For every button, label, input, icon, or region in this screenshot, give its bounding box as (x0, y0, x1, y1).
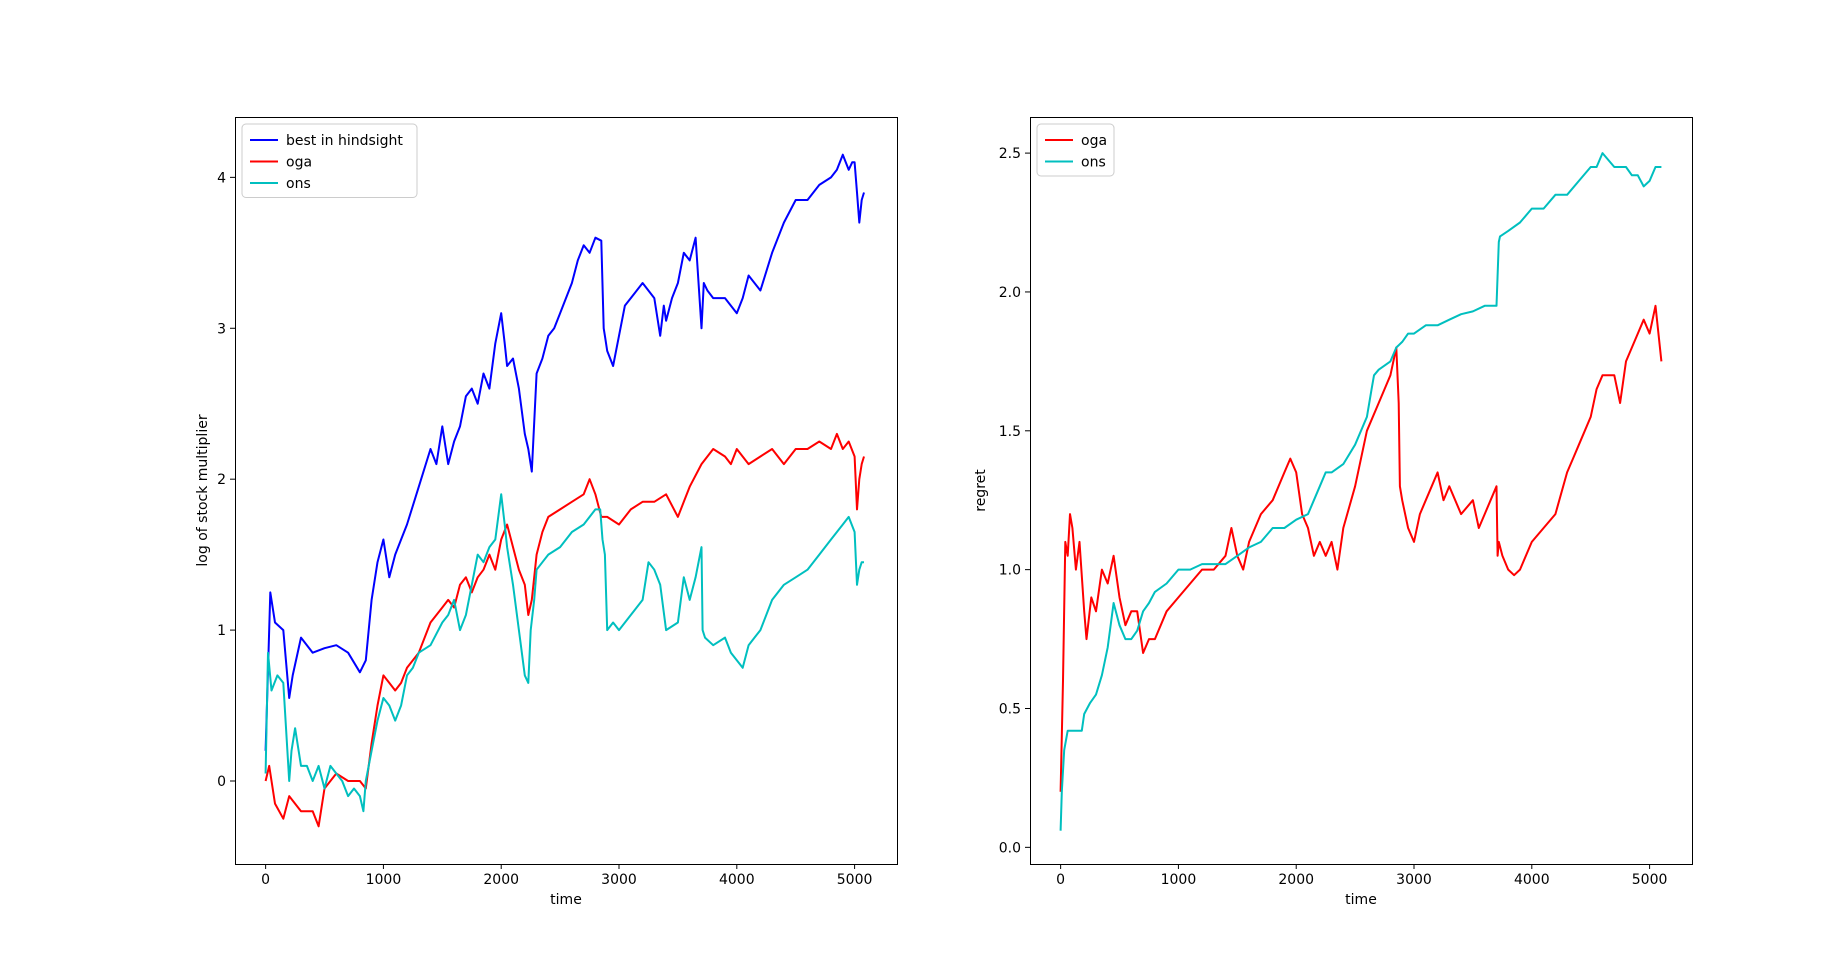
series-line-ons (264, 493, 864, 813)
x-tick-label: 5000 (1632, 872, 1668, 888)
y-tick-label: 0.0 (999, 840, 1021, 856)
stock-multiplier-plot: 0 1000 2000 3000 4000 5000 0 1 2 3 4 time log of sto… (195, 117, 898, 908)
y-axis-label: regret (973, 469, 989, 512)
x-tick-label: 1000 (366, 872, 402, 888)
legend-label-oga: oga (1081, 133, 1107, 149)
y-tick-label: 2.5 (999, 146, 1021, 162)
series-line-oga (264, 432, 865, 828)
x-tick-label: 4000 (1514, 872, 1550, 888)
x-tick-label: 0 (1056, 872, 1065, 888)
legend-label-best-in-hindsight: best in hindsight (286, 133, 403, 149)
y-tick-label: 0 (217, 774, 226, 790)
y-tick-label: 0.5 (999, 701, 1021, 717)
x-tick-label: 4000 (719, 872, 755, 888)
series-line-ons (1059, 152, 1662, 831)
legend-label-ons: ons (286, 176, 311, 192)
series-group (1059, 152, 1663, 831)
x-tick-label: 3000 (1396, 872, 1432, 888)
legend: oga ons (1036, 123, 1115, 177)
y-tick-label: 1.0 (999, 563, 1021, 579)
legend-box (241, 123, 418, 198)
series-group (264, 153, 865, 828)
y-tick-label: 2 (217, 472, 226, 488)
legend-box (1036, 123, 1115, 177)
legend: best in hindsight oga ons (241, 123, 418, 198)
y-tick-label: 1 (217, 623, 226, 639)
y-tick-label: 2.0 (999, 285, 1021, 301)
series-line-best-in-hindsight (264, 153, 865, 751)
x-tick-label: 1000 (1161, 872, 1197, 888)
legend-label-oga: oga (286, 155, 312, 171)
y-tick-label: 4 (217, 170, 226, 186)
x-tick-label: 2000 (483, 872, 519, 888)
regret-plot: 0 1000 2000 3000 4000 5000 0.0 0.5 1.0 1.5 2.0 2.5 t… (973, 117, 1693, 908)
y-tick-label: 1.5 (999, 424, 1021, 440)
legend-label-ons: ons (1081, 155, 1106, 171)
x-axis-label: time (1345, 892, 1377, 908)
x-tick-label: 2000 (1278, 872, 1314, 888)
x-tick-label: 0 (261, 872, 270, 888)
y-tick-label: 3 (217, 321, 226, 337)
series-line-oga (1059, 304, 1663, 792)
x-tick-label: 3000 (601, 872, 637, 888)
y-axis-label: log of stock multiplier (195, 414, 211, 566)
axes-frame (235, 117, 898, 865)
x-axis-label: time (550, 892, 582, 908)
axes-frame (1030, 117, 1693, 865)
x-tick-label: 5000 (837, 872, 873, 888)
